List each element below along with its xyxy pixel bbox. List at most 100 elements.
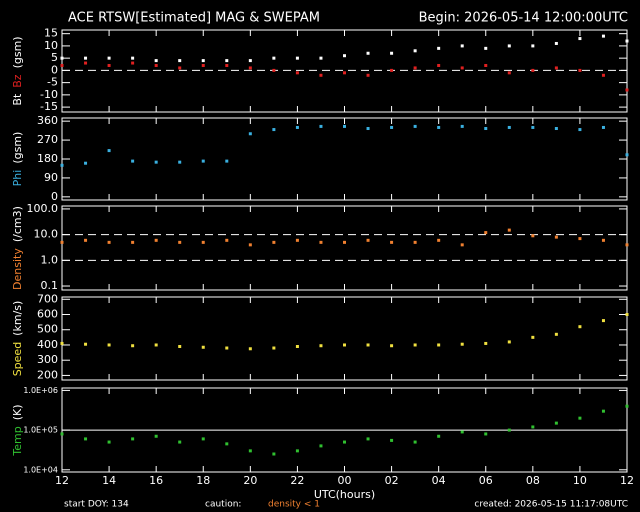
data-point (248, 347, 252, 351)
data-point (390, 68, 394, 72)
y-label-part: Density (11, 248, 24, 290)
data-point (554, 41, 558, 45)
data-point (531, 44, 535, 48)
data-point (107, 440, 111, 444)
data-point (201, 437, 205, 441)
data-point (178, 240, 182, 244)
data-point (460, 44, 464, 48)
y-tick-label: 1.0E+04 (23, 465, 58, 474)
data-point (107, 56, 111, 60)
data-point (578, 68, 582, 72)
data-point (413, 343, 417, 347)
data-point (484, 46, 488, 50)
data-point (319, 444, 323, 448)
x-tick-label: 12 (620, 474, 634, 487)
x-tick-label: 04 (432, 474, 446, 487)
data-point (248, 243, 252, 247)
data-point (272, 56, 276, 60)
y-tick-label: 300 (37, 353, 58, 366)
data-point (343, 54, 346, 58)
data-point (507, 228, 511, 232)
data-point (437, 434, 441, 438)
data-point (84, 161, 88, 165)
data-point (460, 430, 464, 434)
data-point (554, 421, 558, 425)
data-point (554, 127, 558, 131)
data-point (578, 237, 582, 241)
data-point (131, 437, 135, 441)
data-point (578, 37, 582, 41)
x-tick-label: 14 (102, 474, 116, 487)
data-point (390, 240, 394, 244)
data-point (272, 128, 276, 132)
y-tick-label: 500 (37, 323, 58, 336)
data-point (272, 68, 276, 72)
data-point (625, 153, 629, 157)
y-label-part: Bt (11, 93, 24, 106)
data-point (60, 341, 64, 345)
y-tick-label: 600 (37, 308, 58, 321)
x-tick-label: 06 (479, 474, 493, 487)
data-point (366, 343, 370, 347)
data-point (225, 159, 229, 163)
data-point (154, 343, 158, 347)
created-time: created: 2026-05-15 11:17:08UTC (474, 500, 628, 510)
data-point (554, 332, 558, 336)
data-point (531, 125, 535, 129)
data-point (366, 127, 370, 131)
data-point (154, 160, 158, 164)
data-point (107, 149, 111, 153)
data-point (154, 434, 158, 438)
data-point (319, 344, 323, 348)
x-tick-label: 18 (196, 474, 210, 487)
y-tick-label: 0 (51, 63, 58, 76)
data-point (437, 46, 441, 50)
data-point (84, 56, 88, 60)
y-label-part: Bz (11, 74, 24, 88)
x-tick-label: 08 (526, 474, 540, 487)
data-point (437, 343, 441, 347)
y-tick-label: 200 (37, 368, 58, 381)
data-point (84, 437, 88, 441)
data-point (484, 231, 488, 235)
data-point (343, 343, 346, 347)
data-point (154, 59, 158, 63)
data-point (507, 71, 511, 75)
data-point (131, 344, 135, 348)
data-point (201, 63, 205, 67)
y-label-part: (gsm) (11, 36, 24, 68)
data-point (390, 344, 394, 348)
data-point (366, 437, 370, 441)
data-point (343, 71, 346, 75)
y-label-part: Speed (11, 342, 24, 376)
data-point (601, 34, 605, 38)
data-point (319, 73, 323, 77)
y-label-part: (K) (11, 404, 24, 420)
y-tick-label: 1.0E+05 (23, 426, 58, 435)
data-point (272, 346, 276, 350)
data-point (460, 243, 464, 247)
data-point (625, 39, 629, 43)
data-point (460, 124, 464, 128)
data-point (343, 124, 346, 128)
x-tick-label: 16 (149, 474, 163, 487)
data-point (413, 124, 417, 128)
data-point (131, 159, 135, 163)
data-point (578, 416, 582, 420)
data-point (178, 66, 182, 70)
data-point (201, 345, 205, 349)
data-point (554, 235, 558, 239)
data-point (531, 68, 535, 72)
data-point (413, 240, 417, 244)
data-point (60, 63, 64, 67)
data-point (154, 63, 158, 67)
data-point (178, 344, 182, 348)
y-tick-label: 10.0 (34, 228, 59, 241)
data-point (578, 325, 582, 329)
x-tick-label: 10 (573, 474, 587, 487)
data-point (390, 51, 394, 55)
y-axis-label: Speed (km/s) (11, 301, 24, 377)
data-point (413, 66, 417, 70)
y-tick-label: 700 (37, 292, 58, 305)
